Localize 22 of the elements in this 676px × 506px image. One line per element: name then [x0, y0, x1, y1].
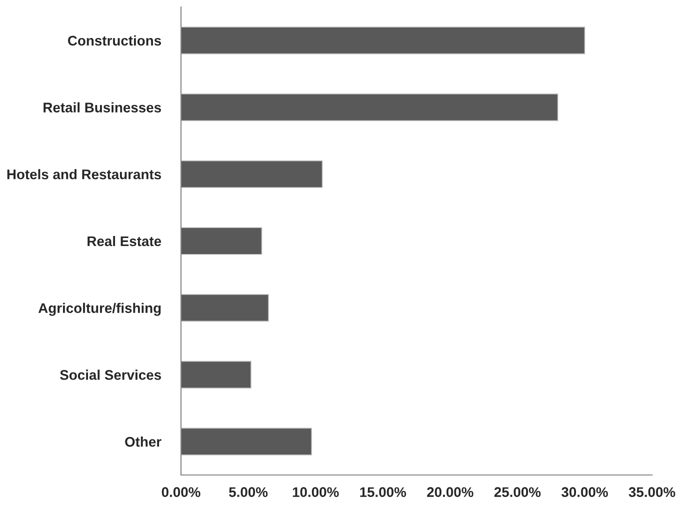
- y-tick-label: Other: [125, 436, 162, 447]
- x-tick-label: 0.00%: [162, 487, 200, 498]
- y-tick-label: Real Estate: [88, 236, 162, 246]
- bar: [181, 26, 586, 54]
- bar: [181, 294, 269, 322]
- bar: [181, 360, 252, 389]
- x-tick-label: 10.00%: [292, 487, 339, 498]
- x-tick-label: 20.00%: [427, 487, 474, 498]
- x-tick-label: 30.00%: [561, 487, 608, 498]
- y-tick-label: Constructions: [68, 35, 161, 46]
- x-tick-label: 15.00%: [360, 487, 406, 498]
- y-tick-label: Social Services: [60, 370, 161, 380]
- bar: [181, 227, 262, 255]
- bar: [181, 428, 312, 456]
- y-tick-label: Retail Businesses: [44, 102, 161, 112]
- x-tick-label: 35.00%: [628, 487, 676, 498]
- bar: [181, 160, 323, 188]
- x-tick-label: 5.00%: [229, 487, 268, 498]
- y-tick-label: Hotels and Restaurants: [7, 169, 161, 180]
- x-tick-label: 25.00%: [494, 487, 541, 498]
- y-tick-label: Agricolture/fishing: [38, 302, 161, 316]
- bar: [181, 93, 558, 122]
